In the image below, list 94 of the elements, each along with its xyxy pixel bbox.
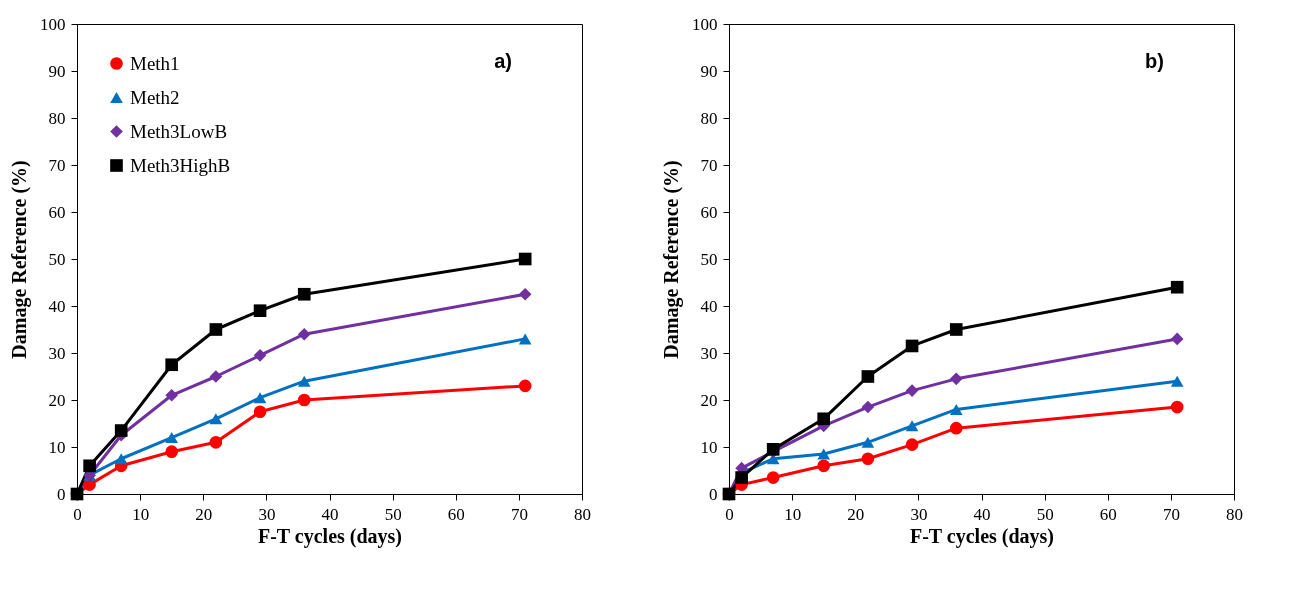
y-tick-label: 30 — [48, 343, 66, 363]
point — [905, 438, 919, 451]
point — [905, 384, 919, 397]
x-tick-label: 60 — [447, 504, 465, 524]
point — [905, 420, 919, 432]
point — [209, 413, 223, 425]
y-tick-label: 70 — [700, 155, 718, 175]
legend-label: Meth2 — [130, 86, 180, 108]
point — [209, 323, 223, 336]
y-tick-label: 0 — [709, 484, 718, 504]
point — [518, 333, 532, 345]
point — [518, 252, 532, 266]
x-tick-label: 20 — [847, 504, 865, 524]
point — [518, 287, 532, 301]
y-axis-title: Damage Reference (%) — [660, 160, 683, 359]
y-tick-label: 20 — [48, 390, 66, 410]
point — [1170, 332, 1184, 346]
legend-label: Meth3LowB — [130, 120, 228, 142]
point — [949, 372, 963, 386]
x-tick-label: 80 — [574, 504, 591, 524]
point — [297, 375, 311, 387]
point — [114, 453, 128, 465]
point — [297, 393, 311, 407]
point — [861, 452, 875, 466]
point — [949, 323, 963, 336]
point — [297, 287, 311, 301]
x-tick-label: 0 — [73, 504, 82, 524]
y-tick-label: 80 — [48, 108, 66, 128]
y-tick-label: 20 — [700, 390, 718, 410]
y-tick-label: 40 — [700, 296, 718, 316]
y-axis-title: Damage Reference (%) — [8, 160, 31, 359]
x-axis-title: F-T cycles (days) — [257, 524, 403, 548]
point — [114, 424, 128, 437]
point — [518, 379, 532, 393]
y-tick-label: 0 — [57, 484, 66, 504]
point — [165, 358, 179, 372]
point — [209, 435, 223, 449]
x-tick-label: 0 — [725, 504, 734, 524]
y-tick-label: 10 — [48, 437, 66, 457]
legend-label: Meth1 — [130, 52, 180, 74]
x-tick-label: 50 — [1036, 504, 1054, 524]
x-tick-label: 70 — [510, 504, 528, 524]
y-tick-label: 100 — [40, 14, 66, 34]
x-tick-label: 30 — [258, 504, 276, 524]
y-tick-label: 60 — [48, 202, 66, 222]
y-tick-label: 70 — [48, 155, 66, 175]
y-tick-label: 60 — [700, 202, 718, 222]
point — [861, 370, 875, 383]
point — [253, 349, 267, 362]
x-tick-label: 50 — [384, 504, 402, 524]
point — [861, 436, 875, 448]
y-tick-label: 90 — [700, 61, 718, 81]
x-tick-label: 40 — [973, 504, 991, 524]
point — [949, 421, 963, 435]
point — [253, 304, 267, 318]
point — [253, 405, 267, 419]
y-tick-label: 50 — [48, 249, 66, 269]
y-tick-label: 10 — [700, 437, 718, 457]
point — [165, 432, 179, 444]
y-tick-label: 50 — [700, 249, 718, 269]
annotation: b) — [1145, 50, 1164, 72]
point — [1170, 375, 1184, 387]
y-tick-label: 30 — [700, 343, 718, 363]
x-tick-label: 10 — [784, 504, 802, 524]
x-tick-label: 80 — [1226, 504, 1243, 524]
point — [766, 471, 780, 484]
x-tick-label: 30 — [910, 504, 928, 524]
point — [861, 400, 875, 414]
y-tick-label: 100 — [692, 14, 718, 34]
point — [165, 445, 179, 459]
x-tick-label: 10 — [132, 504, 150, 524]
point — [735, 471, 748, 484]
point — [253, 392, 267, 404]
point — [817, 448, 831, 460]
annotation: a) — [494, 50, 512, 72]
point — [949, 403, 963, 415]
point — [209, 370, 223, 383]
x-tick-label: 20 — [195, 504, 213, 524]
point — [817, 412, 831, 426]
point — [1170, 400, 1184, 414]
point — [165, 388, 179, 402]
point — [297, 327, 311, 341]
point — [817, 459, 831, 473]
x-axis-title: F-T cycles (days) — [909, 524, 1055, 548]
point — [1170, 280, 1184, 294]
x-tick-label: 60 — [1099, 504, 1117, 524]
legend-label: Meth3HighB — [130, 154, 231, 176]
y-tick-label: 80 — [700, 108, 718, 128]
y-tick-label: 90 — [48, 61, 66, 81]
point — [83, 459, 96, 473]
y-tick-label: 40 — [48, 296, 66, 316]
x-tick-label: 40 — [321, 504, 339, 524]
point — [905, 339, 919, 353]
x-tick-label: 70 — [1162, 504, 1180, 524]
